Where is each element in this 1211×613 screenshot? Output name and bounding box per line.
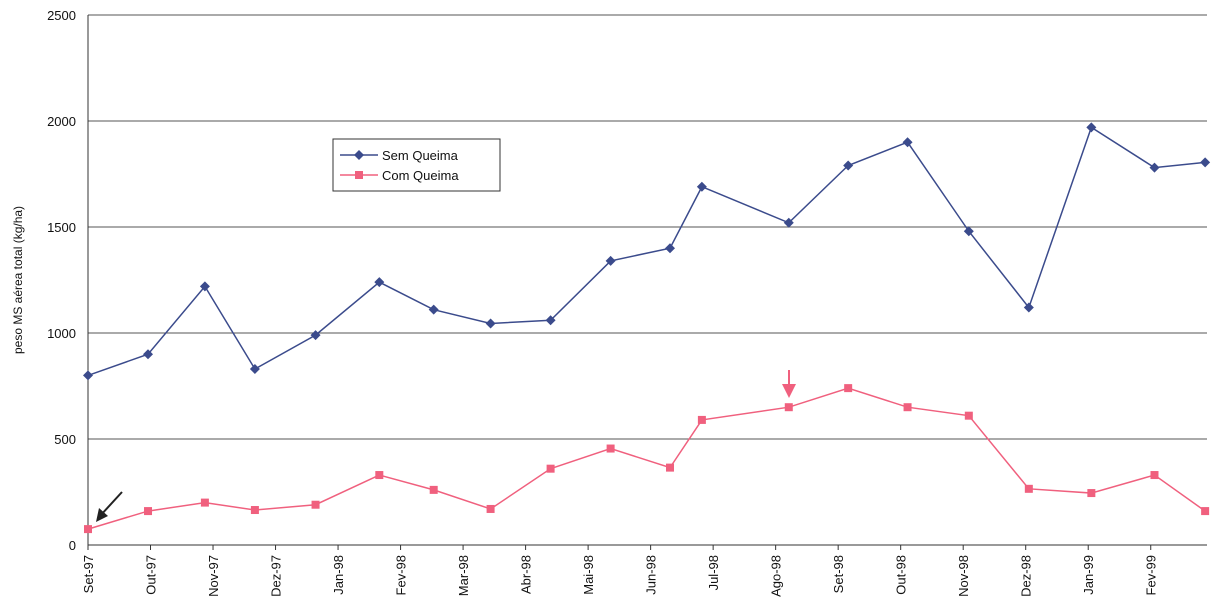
marker (902, 137, 913, 148)
marker (1086, 122, 1097, 133)
x-tick-label: Out-97 (144, 555, 159, 595)
marker (546, 464, 555, 473)
marker (666, 463, 675, 472)
x-tick-label: Jan-99 (1081, 555, 1096, 595)
marker (1023, 302, 1034, 313)
marker (1150, 471, 1159, 480)
y-tick-label: 1500 (47, 220, 76, 235)
marker (84, 525, 92, 534)
marker (485, 318, 496, 329)
marker (665, 243, 676, 254)
marker (374, 277, 385, 288)
series-line (87, 387, 1206, 530)
x-tick-label: Dez-98 (1019, 555, 1034, 597)
marker (429, 485, 438, 494)
annotation-arrow (96, 491, 123, 522)
x-tick-label: Nov-97 (206, 555, 221, 597)
x-tick-label: Set-97 (81, 555, 96, 593)
x-tick-label: Fev-98 (394, 555, 409, 595)
x-tick-label: Out-98 (894, 555, 909, 595)
x-tick-label: Jun-98 (644, 555, 659, 595)
x-tick-label: Mai-98 (581, 555, 596, 595)
marker (200, 498, 209, 507)
marker (310, 330, 321, 341)
x-tick-label: Mar-98 (456, 555, 471, 596)
legend-box (332, 138, 501, 192)
marker (199, 281, 210, 292)
x-tick-label: Ago-98 (769, 555, 784, 597)
marker (83, 370, 93, 381)
y-tick-label: 2500 (47, 8, 76, 23)
x-tick-label: Fev-99 (1144, 555, 1159, 595)
series-line (87, 126, 1206, 377)
x-tick-label: Jan-98 (331, 555, 346, 595)
marker (1201, 507, 1210, 516)
marker (428, 304, 439, 315)
x-tick-label: Jul-98 (706, 555, 721, 590)
marker (697, 415, 706, 424)
legend-marker (354, 150, 364, 160)
marker (1087, 489, 1096, 498)
marker (963, 226, 974, 237)
marker (1200, 157, 1211, 168)
marker (375, 471, 384, 480)
marker (903, 403, 912, 412)
y-tick-label: 0 (69, 538, 76, 553)
x-tick-label: Nov-98 (956, 555, 971, 597)
marker (843, 160, 854, 171)
marker (1149, 162, 1160, 173)
marker (964, 411, 973, 420)
y-tick-label: 1000 (47, 326, 76, 341)
legend-marker (355, 171, 363, 179)
marker (143, 349, 154, 360)
y-tick-label: 2000 (47, 114, 76, 129)
annotation-arrow (782, 370, 796, 398)
marker (844, 384, 853, 393)
marker (311, 500, 320, 509)
marker (605, 255, 616, 266)
legend-label: Com Queima (382, 168, 459, 183)
x-tick-label: Set-98 (831, 555, 846, 593)
marker (486, 504, 495, 513)
y-tick-label: 500 (54, 432, 76, 447)
x-tick-label: Dez-97 (269, 555, 284, 597)
y-axis-label: peso MS aérea total (kg/ha) (11, 206, 25, 354)
marker (545, 315, 556, 326)
marker (250, 506, 259, 515)
marker (1024, 484, 1033, 493)
x-tick-label: Abr-98 (519, 555, 534, 594)
legend-label: Sem Queima (382, 148, 459, 163)
marker (144, 507, 153, 516)
marker (606, 444, 615, 453)
marker (784, 403, 793, 412)
marker (696, 181, 707, 192)
marker (783, 217, 794, 228)
marker (249, 364, 260, 375)
